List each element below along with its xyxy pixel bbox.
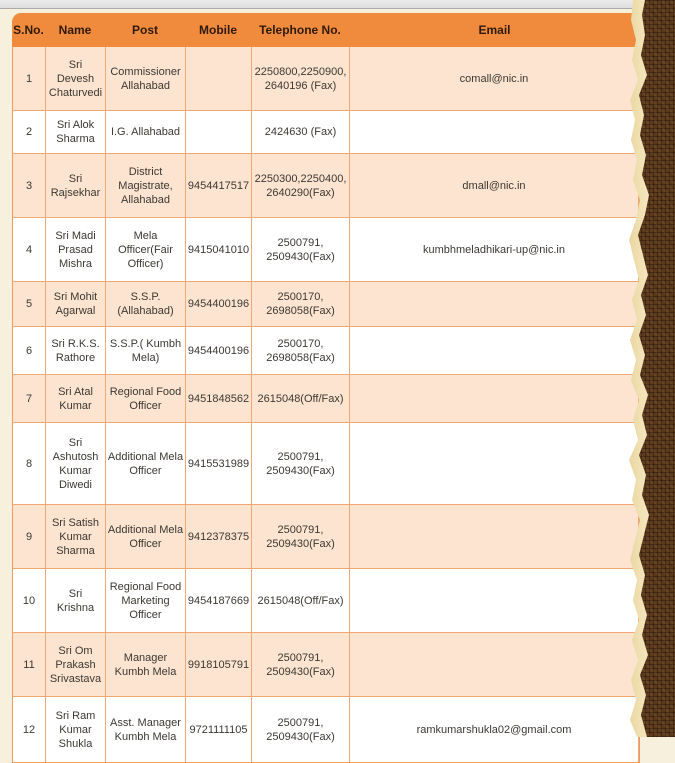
cell-email	[350, 282, 639, 326]
cell-post: Manager Kumbh Mela	[106, 633, 186, 696]
cell-phone: 2615048(Off/Fax)	[252, 375, 350, 422]
cell-name: Sri Atal Kumar	[46, 375, 106, 422]
cell-name: Sri Ram Kumar Shukla	[46, 697, 106, 762]
cell-mobile: 9415531989	[186, 423, 252, 504]
browser-top-strip	[0, 0, 675, 9]
cell-name: Sri Madi Prasad Mishra	[46, 218, 106, 281]
cell-sno: 11	[13, 633, 46, 696]
column-header-name: Name	[58, 23, 92, 37]
table-row: 6 Sri R.K.S. Rathore S.S.P.( Kumbh Mela)…	[13, 327, 639, 375]
column-header-mobile: Mobile	[199, 23, 237, 37]
cell-sno: 1	[13, 47, 46, 110]
cell-name: Sri R.K.S. Rathore	[46, 327, 106, 374]
cell-mobile: 9451848562	[186, 375, 252, 422]
cell-name: Sri Rajsekhar	[46, 154, 106, 217]
cell-post: Asst. Manager Kumbh Mela	[106, 697, 186, 762]
cell-phone: 2500791, 2509430(Fax)	[252, 505, 350, 568]
cell-email	[350, 569, 639, 632]
cell-name: Sri Devesh Chaturvedi	[46, 47, 106, 110]
cell-sno: 3	[13, 154, 46, 217]
cell-name: Sri Alok Sharma	[46, 111, 106, 153]
table-row: 1 Sri Devesh Chaturvedi Commissioner All…	[13, 47, 639, 111]
cell-mobile: 9918105791	[186, 633, 252, 696]
cell-mobile: 9415041010	[186, 218, 252, 281]
cell-mobile: 9454400196	[186, 327, 252, 374]
cell-sno: 6	[13, 327, 46, 374]
cell-phone: 2500791, 2509430(Fax)	[252, 633, 350, 696]
cell-phone: 2500791, 2509430(Fax)	[252, 423, 350, 504]
table-row: 12 Sri Ram Kumar Shukla Asst. Manager Ku…	[13, 697, 639, 762]
table-row: 10 Sri Krishna Regional Food Marketing O…	[13, 569, 639, 633]
cell-post: S.S.P.( Kumbh Mela)	[106, 327, 186, 374]
column-header-post: Post	[131, 23, 158, 37]
cell-email	[350, 111, 639, 153]
cell-email: comall@nic.in	[350, 47, 639, 110]
cell-post: I.G. Allahabad	[106, 111, 186, 153]
cell-phone: 2500170, 2698058(Fax)	[252, 327, 350, 374]
table-row: 2 Sri Alok Sharma I.G. Allahabad 2424630…	[13, 111, 639, 154]
cell-sno: 8	[13, 423, 46, 504]
cell-email: kumbhmeladhikari-up@nic.in	[350, 218, 639, 281]
contacts-table: S.No. Name Post Mobile Telephone No. Ema…	[12, 13, 640, 763]
cell-email: ramkumarshukla02@gmail.com	[350, 697, 639, 762]
cell-name: Sri Om Prakash Srivastava	[46, 633, 106, 696]
table-row: 8 Sri Ashutosh Kumar Diwedi Additional M…	[13, 423, 639, 505]
table-row: 3 Sri Rajsekhar District Magistrate, All…	[13, 154, 639, 218]
column-header-sno: S.No.	[13, 23, 44, 37]
cell-sno: 2	[13, 111, 46, 153]
cell-mobile	[186, 111, 252, 153]
cell-sno: 10	[13, 569, 46, 632]
cell-mobile: 9454417517	[186, 154, 252, 217]
cell-name: Sri Krishna	[46, 569, 106, 632]
cell-post: District Magistrate, Allahabad	[106, 154, 186, 217]
cell-post: Mela Officer(Fair Officer)	[106, 218, 186, 281]
cell-post: Commissioner Allahabad	[106, 47, 186, 110]
cell-phone: 2500791, 2509430(Fax)	[252, 218, 350, 281]
table-header-row: S.No. Name Post Mobile Telephone No. Ema…	[12, 13, 640, 47]
brown-fabric-texture	[638, 0, 675, 737]
cell-mobile: 9454187669	[186, 569, 252, 632]
cell-name: Sri Satish Kumar Sharma	[46, 505, 106, 568]
cell-sno: 5	[13, 282, 46, 326]
cell-phone: 2500170, 2698058(Fax)	[252, 282, 350, 326]
table-row: 11 Sri Om Prakash Srivastava Manager Kum…	[13, 633, 639, 697]
cell-email	[350, 633, 639, 696]
cell-mobile: 9454400196	[186, 282, 252, 326]
cell-email	[350, 505, 639, 568]
cell-phone: 2250800,2250900, 2640196 (Fax)	[252, 47, 350, 110]
cell-sno: 4	[13, 218, 46, 281]
table-body: 1 Sri Devesh Chaturvedi Commissioner All…	[12, 47, 640, 763]
table-row: 4 Sri Madi Prasad Mishra Mela Officer(Fa…	[13, 218, 639, 282]
cell-phone: 2615048(Off/Fax)	[252, 569, 350, 632]
cell-email: dmall@nic.in	[350, 154, 639, 217]
cell-post: Regional Food Marketing Officer	[106, 569, 186, 632]
table-row: 7 Sri Atal Kumar Regional Food Officer 9…	[13, 375, 639, 423]
cell-sno: 12	[13, 697, 46, 762]
cell-mobile: 9412378375	[186, 505, 252, 568]
table-row: 5 Sri Mohit Agarwal S.S.P. (Allahabad) 9…	[13, 282, 639, 327]
cell-name: Sri Ashutosh Kumar Diwedi	[46, 423, 106, 504]
cell-post: S.S.P. (Allahabad)	[106, 282, 186, 326]
cell-post: Additional Mela Officer	[106, 505, 186, 568]
table-row: 9 Sri Satish Kumar Sharma Additional Mel…	[13, 505, 639, 569]
cell-mobile	[186, 47, 252, 110]
column-header-telephone: Telephone No.	[259, 23, 341, 37]
cell-email	[350, 327, 639, 374]
cell-sno: 9	[13, 505, 46, 568]
cell-sno: 7	[13, 375, 46, 422]
cell-phone: 2500791, 2509430(Fax)	[252, 697, 350, 762]
cell-phone: 2250300,2250400, 2640290(Fax)	[252, 154, 350, 217]
cell-email	[350, 375, 639, 422]
cell-post: Additional Mela Officer	[106, 423, 186, 504]
cell-name: Sri Mohit Agarwal	[46, 282, 106, 326]
column-header-email: Email	[478, 23, 511, 37]
cell-phone: 2424630 (Fax)	[252, 111, 350, 153]
cell-email	[350, 423, 639, 504]
cell-mobile: 9721111105	[186, 697, 252, 762]
cell-post: Regional Food Officer	[106, 375, 186, 422]
